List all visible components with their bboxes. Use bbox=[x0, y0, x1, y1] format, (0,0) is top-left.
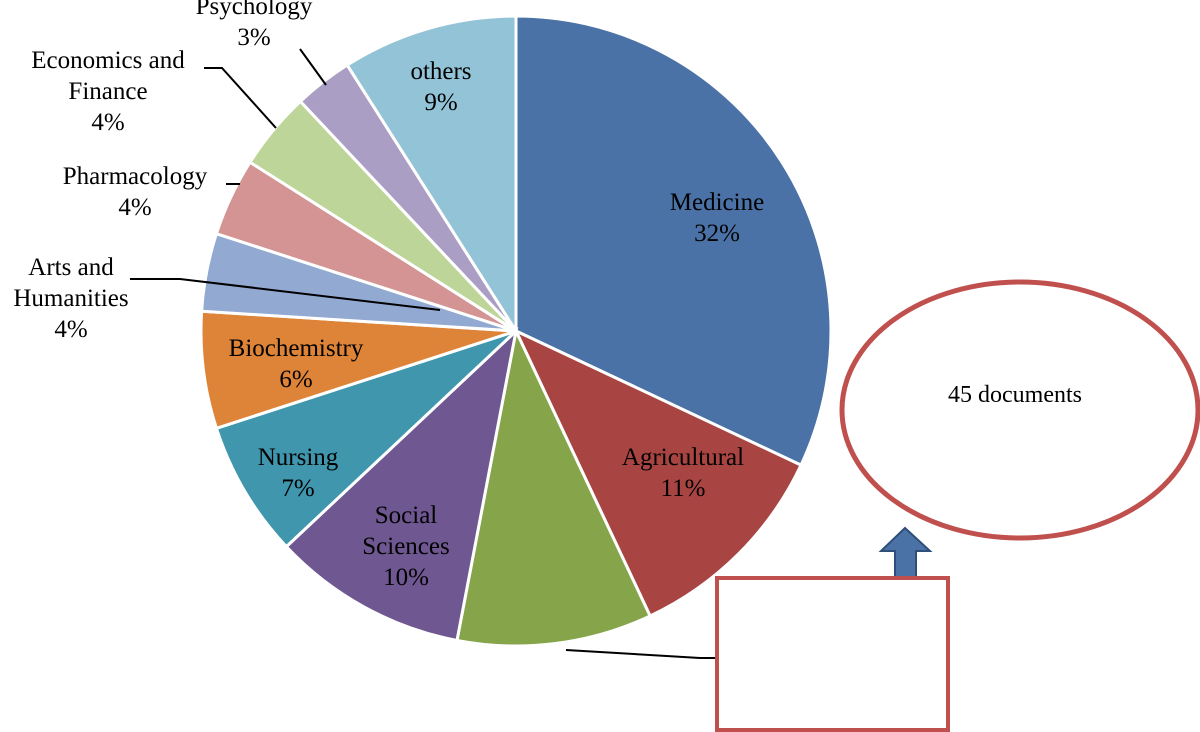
slice-percentage: 7% bbox=[281, 475, 314, 502]
slice-label: Social Sciences 10% bbox=[362, 502, 449, 591]
slice-label-line: Nursing bbox=[258, 444, 339, 471]
leader-line bbox=[204, 67, 277, 129]
up-arrow-icon bbox=[878, 526, 933, 579]
pie-slices bbox=[199, 14, 833, 648]
slice-label: Medicine 32% bbox=[670, 189, 764, 247]
pie-slice-business-management-and-accounting bbox=[455, 326, 653, 648]
slice-label: Pharmacology 4% bbox=[63, 163, 208, 221]
documents-callout-ellipse bbox=[839, 279, 1200, 541]
slice-label: Economics and Finance 4% bbox=[31, 47, 185, 136]
slice-percentage: 6% bbox=[279, 366, 312, 393]
slice-percentage: 10% bbox=[383, 564, 429, 591]
pie-slice-biochemistry bbox=[199, 309, 517, 431]
pie-slice-nursing bbox=[214, 329, 518, 549]
slice-label-line: Economics and bbox=[31, 47, 185, 74]
slice-percentage: 3% bbox=[237, 24, 270, 51]
slice-label-line: Sciences bbox=[362, 533, 449, 560]
slice-label-line: Medicine bbox=[670, 189, 764, 216]
pie-slice-medicine bbox=[514, 14, 833, 468]
slice-label-line: others bbox=[410, 58, 471, 85]
slice-percentage: 9% bbox=[424, 89, 457, 116]
slice-label: others 9% bbox=[410, 58, 471, 116]
leader-line bbox=[130, 278, 441, 311]
leader-lines bbox=[130, 48, 717, 659]
slice-label-line: Agricultural bbox=[622, 444, 744, 471]
leader-line bbox=[565, 649, 717, 659]
pie-slice-agricultural bbox=[512, 327, 804, 619]
slice-label: Psychology 3% bbox=[196, 0, 313, 51]
slice-label-line: Social bbox=[375, 502, 438, 529]
slice-label-line: Psychology bbox=[196, 0, 313, 20]
leader-line bbox=[299, 48, 327, 86]
slice-percentage: 4% bbox=[54, 316, 87, 343]
slice-percentage: 4% bbox=[91, 109, 124, 136]
slice-label-line: Finance bbox=[68, 78, 147, 105]
slice-label-line: Humanities bbox=[13, 285, 128, 312]
slice-label-line: Biochemistry bbox=[229, 335, 364, 362]
slice-label: Nursing 7% bbox=[258, 444, 339, 502]
documents-callout-text: 45 documents bbox=[948, 382, 1082, 408]
slice-percentage: 32% bbox=[694, 220, 740, 247]
pie-slice-others bbox=[345, 14, 518, 337]
slice-label: Agricultural 11% bbox=[622, 444, 744, 502]
slice-percentage: 4% bbox=[118, 194, 151, 221]
slice-label-line: Pharmacology bbox=[63, 163, 208, 190]
slice-label: Biochemistry 6% bbox=[229, 335, 364, 393]
slice-percentage: 11% bbox=[661, 475, 706, 502]
slice-label: Arts and Humanities 4% bbox=[13, 254, 128, 343]
pie-slice-social-sciences bbox=[284, 326, 519, 643]
business-label-box bbox=[715, 576, 950, 732]
slice-label-line: Arts and bbox=[28, 254, 114, 281]
